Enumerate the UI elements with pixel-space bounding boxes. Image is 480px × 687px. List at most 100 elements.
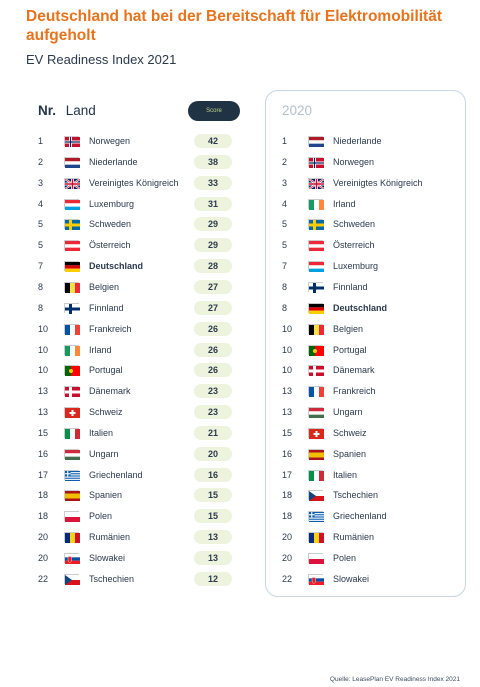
ranking-2020-row: 18 Griechenland <box>282 510 452 524</box>
flag-ro-icon <box>308 532 324 544</box>
rank-number: 20 <box>282 532 293 543</box>
rank-number: 18 <box>282 490 293 501</box>
ranking-2021-row: 13 Dänemark 23 <box>38 384 238 399</box>
rank-number: 13 <box>282 386 293 397</box>
country-name: Finnland <box>89 302 124 313</box>
flag-de-icon <box>64 261 80 273</box>
country-name: Belgien <box>333 323 364 334</box>
country-name: Frankreich <box>333 386 376 397</box>
rank-number: 18 <box>38 490 49 501</box>
ranking-2021-row: 13 Schweiz 23 <box>38 405 238 420</box>
rank-number: 3 <box>282 177 288 188</box>
flag-cz-icon <box>64 573 80 585</box>
ranking-2021-row: 17 Griechenland 16 <box>38 467 238 483</box>
flag-ie-icon <box>308 198 324 210</box>
country-name: Italien <box>89 427 114 438</box>
score-badge: 16 <box>194 467 232 482</box>
flag-be-icon <box>308 323 324 335</box>
country-name: Italien <box>333 469 358 480</box>
rank-number: 22 <box>282 573 293 584</box>
score-badge: 26 <box>194 342 232 357</box>
country-name: Rumänien <box>333 532 375 543</box>
country-name: Slowakei <box>89 553 126 563</box>
country-name: Portugal <box>333 344 367 355</box>
ranking-2020-row: 22 Slowakei <box>282 573 452 587</box>
rank-number: 15 <box>282 427 293 438</box>
country-name: Ungarn <box>89 448 119 459</box>
score-badge: 28 <box>194 259 232 274</box>
flag-hu-icon <box>308 407 324 419</box>
rank-number: 8 <box>38 281 44 292</box>
ranking-2021-row: 8 Finnland 27 <box>38 300 238 316</box>
country-name: Österreich <box>333 240 375 251</box>
country-name: Tschechien <box>333 490 379 501</box>
country-name: Schweiz <box>89 407 123 418</box>
ranking-2020-row: 7 Luxemburg <box>282 260 452 274</box>
country-name: Ungarn <box>333 407 363 418</box>
country-name: Luxemburg <box>333 261 379 272</box>
rank-number: 15 <box>38 427 49 438</box>
country-name: Deutschland <box>89 261 144 272</box>
rank-number: 5 <box>38 240 44 251</box>
ranking-2021-row: 10 Frankreich 26 <box>38 321 238 337</box>
ranking-2020-row: 4 Irland <box>282 198 452 212</box>
country-name: Slowakei <box>333 573 370 584</box>
ranking-2021-row: 18 Polen 15 <box>38 509 238 524</box>
flag-at-icon <box>64 240 80 252</box>
score-badge: 31 <box>194 196 232 211</box>
country-name: Polen <box>333 553 357 563</box>
ranking-2021-row: 16 Ungarn 20 <box>38 446 238 462</box>
ranking-2020-row: 10 Belgien <box>282 323 452 337</box>
ranking-2020-row: 15 Schweiz <box>282 427 452 441</box>
flag-gb-icon <box>64 177 81 190</box>
flag-fi-icon <box>64 302 80 314</box>
flag-dk-icon <box>308 365 324 377</box>
ranking-2021-row: 15 Italien 21 <box>38 425 238 441</box>
ranking-2020-row: 8 Finnland <box>282 281 452 295</box>
rank-number: 8 <box>38 302 44 313</box>
ranking-2020-row: 8 Deutschland <box>282 302 452 316</box>
ranking-2020-row: 2 Norwegen <box>282 156 452 170</box>
country-name: Österreich <box>89 240 131 251</box>
score-column-header: Score <box>188 101 240 121</box>
flag-pt-icon <box>64 365 80 377</box>
rank-number: 5 <box>282 240 288 251</box>
comparison-2020-panel <box>265 90 466 597</box>
ranking-2021-row: 20 Rumänien 13 <box>38 530 238 545</box>
rank-number: 4 <box>38 198 44 209</box>
flag-no-icon <box>308 156 324 168</box>
score-badge: 38 <box>194 154 232 169</box>
rank-number: 10 <box>282 344 293 355</box>
rank-number: 10 <box>38 344 49 355</box>
flag-it-icon <box>64 427 80 439</box>
page-title: Deutschland hat bei der Bereitschaft für… <box>26 8 442 44</box>
rank-number: 7 <box>282 261 288 272</box>
flag-se-icon <box>308 219 324 231</box>
score-badge: 12 <box>194 571 232 586</box>
score-badge: 26 <box>194 363 232 378</box>
country-name: Deutschland <box>333 302 388 313</box>
score-badge: 23 <box>194 405 232 420</box>
country-name: Luxemburg <box>89 198 135 209</box>
flag-at-icon <box>308 240 324 252</box>
flag-ro-icon <box>64 532 80 544</box>
score-badge: 29 <box>194 238 232 253</box>
ranking-2021-row: 18 Spanien 15 <box>38 488 238 503</box>
rank-number: 4 <box>282 198 288 209</box>
score-badge: 23 <box>194 384 232 399</box>
ranking-2021-row: 10 Irland 26 <box>38 342 238 358</box>
score-badge: 13 <box>194 551 232 565</box>
country-name: Irland <box>89 344 112 355</box>
flag-dk-icon <box>64 386 80 398</box>
flag-ch-icon <box>64 407 80 419</box>
score-badge: 27 <box>194 279 232 294</box>
rank-number: 17 <box>282 469 293 480</box>
flag-gb-icon <box>308 177 325 190</box>
rank-number: 18 <box>282 511 293 522</box>
score-badge: 26 <box>194 321 232 336</box>
rank-number: 7 <box>38 261 44 272</box>
ranking-2021-row: 5 Österreich 29 <box>38 238 238 253</box>
flag-nl-icon <box>64 156 80 168</box>
rank-number: 8 <box>282 281 288 292</box>
rank-number: 18 <box>38 511 49 522</box>
